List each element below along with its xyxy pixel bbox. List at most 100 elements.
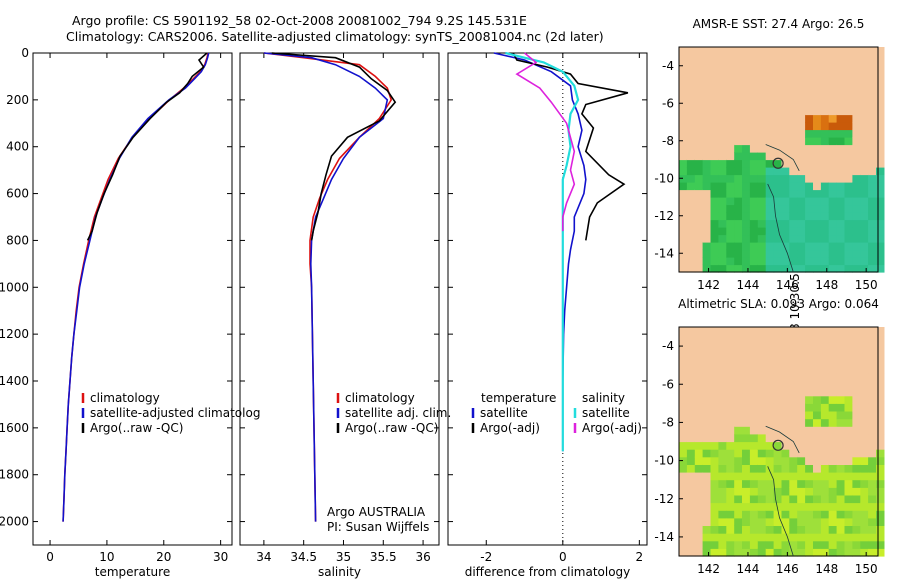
map-cell (820, 264, 830, 273)
map-cell (860, 327, 869, 336)
map-cell (852, 92, 861, 101)
map-cell (876, 77, 885, 86)
map-cell (860, 388, 869, 397)
map-cell (781, 137, 790, 146)
map-cell (765, 242, 775, 251)
map-cell (781, 249, 790, 258)
map-cell (805, 433, 814, 443)
map-cell (734, 92, 743, 101)
map-cell (742, 122, 751, 131)
map-cell (757, 365, 767, 374)
map-cell (789, 426, 798, 435)
map-cell (702, 441, 712, 450)
map-cell (781, 129, 790, 138)
map-cell (718, 107, 727, 116)
map-cell (789, 349, 798, 359)
map-cell (757, 227, 767, 236)
map-cell (757, 502, 767, 511)
map-cell (836, 533, 846, 542)
map-cell (844, 242, 853, 251)
map-cell (797, 418, 806, 427)
map-cell (734, 479, 743, 488)
map-cell (734, 380, 743, 389)
map-cell (765, 92, 775, 101)
map-cell (726, 77, 735, 86)
map-cell (852, 327, 861, 336)
map-cell (836, 433, 846, 443)
map-cell (765, 77, 775, 86)
map-cell (844, 227, 853, 236)
map-cell (773, 342, 783, 351)
map-cell (686, 257, 696, 266)
map-cell (868, 517, 877, 526)
map-cell (726, 99, 735, 108)
map-cell (781, 327, 790, 336)
map-cell (710, 517, 719, 526)
map-cell (797, 204, 806, 213)
map-cell (702, 548, 712, 557)
map-cell (742, 365, 751, 374)
map-cell (694, 441, 704, 450)
map-cell (726, 159, 735, 168)
map-cell (734, 144, 743, 153)
map-cell (742, 242, 751, 251)
map-cell (710, 204, 719, 213)
map-cell (820, 426, 830, 435)
series-line-0 (493, 52, 587, 452)
map-cell (765, 533, 775, 542)
map-cell (836, 167, 846, 176)
map-cell (757, 197, 767, 206)
map-cell (702, 479, 712, 488)
map-cell (726, 510, 735, 519)
map-cell (773, 204, 783, 213)
map-cell (789, 548, 798, 557)
map-cell (702, 464, 712, 473)
map-cell (828, 342, 838, 351)
map-cell (773, 69, 783, 78)
map-cell (710, 69, 719, 78)
map-cell (718, 403, 727, 412)
map-cell (679, 479, 688, 488)
map-cell (773, 99, 783, 108)
map-cell (718, 234, 727, 243)
legend-heading-salinity: salinity (582, 391, 625, 405)
map-cell (836, 487, 846, 496)
map-cell (773, 212, 783, 221)
map-cell (844, 395, 853, 404)
map-cell (679, 502, 688, 511)
map-cell (710, 540, 719, 549)
map-cell (852, 464, 861, 473)
map-cell (836, 152, 846, 161)
map-cell (860, 426, 869, 435)
map-cell (694, 264, 704, 273)
map-cell (789, 502, 798, 511)
map-cell (860, 510, 869, 519)
map-cell (679, 517, 688, 526)
map-cell (757, 189, 767, 198)
map-cell (749, 365, 759, 374)
map-cell (726, 152, 735, 161)
map-cell (844, 144, 853, 153)
map-cell (781, 349, 790, 359)
map-cell (797, 227, 806, 236)
map-cell (860, 219, 869, 228)
map-cell (844, 334, 853, 343)
map-cell (686, 365, 696, 374)
map-cell (820, 472, 830, 481)
map-cell (805, 242, 814, 251)
map-cell (749, 152, 759, 161)
map-cell (702, 433, 712, 443)
map-cell (749, 540, 759, 549)
map-cell (734, 449, 743, 458)
map-cell (679, 525, 688, 534)
map-cell (852, 257, 861, 266)
map-cell (679, 357, 688, 366)
map-cell (852, 487, 861, 496)
map-cell (868, 441, 877, 450)
map-cell (710, 342, 719, 351)
map-cell (734, 204, 743, 213)
map-cell (694, 449, 704, 458)
map-cell (820, 533, 830, 542)
map-cell (702, 411, 712, 420)
